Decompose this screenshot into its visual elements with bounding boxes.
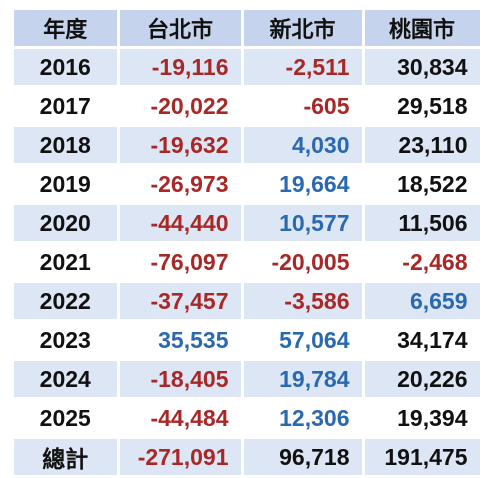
year-cell: 2025 [14,398,120,439]
table-row: 2021 -76,097 -20,005 -2,468 [14,242,483,283]
taipei-value-cell: -37,457 [118,281,244,322]
table-row: 2022 -37,457 -3,586 6,659 [14,281,483,322]
table-row: 2016 -19,116 -2,511 30,834 [14,47,483,88]
table-row: 2020 -44,440 10,577 11,506 [14,203,483,244]
header-year: 年度 [14,10,120,49]
new-taipei-value-cell: -3,586 [242,281,365,322]
taipei-value-cell: -19,632 [118,125,244,166]
taoyuan-value-cell: 30,834 [363,47,483,88]
taipei-value-cell: -44,484 [118,398,244,439]
taoyuan-value-cell: 6,659 [363,281,483,322]
taipei-value-cell: -26,973 [118,164,244,205]
year-cell: 2022 [14,281,120,322]
table-row: 2018 -19,632 4,030 23,110 [14,125,483,166]
taipei-value-cell: -76,097 [118,242,244,283]
taoyuan-value-cell: 20,226 [363,359,483,400]
new-taipei-value-cell: 19,784 [242,359,365,400]
taipei-value-cell: -20,022 [118,86,244,127]
year-cell: 2016 [14,47,120,88]
year-cell: 2020 [14,203,120,244]
table-row: 2019 -26,973 19,664 18,522 [14,164,483,205]
new-taipei-value-cell: 10,577 [242,203,365,244]
taipei-value-cell: -19,116 [118,47,244,88]
taipei-value-cell: -271,091 [118,437,244,478]
taoyuan-value-cell: 191,475 [363,437,483,478]
taoyuan-value-cell: 34,174 [363,320,483,361]
taipei-value-cell: -44,440 [118,203,244,244]
header-taipei: 台北市 [118,10,244,49]
year-cell: 2018 [14,125,120,166]
header-new-taipei: 新北市 [242,10,365,49]
table-row: 2023 35,535 57,064 34,174 [14,320,483,361]
taoyuan-value-cell: 18,522 [363,164,483,205]
year-cell: 2024 [14,359,120,400]
header-row: 年度 台北市 新北市 桃園市 [14,10,483,49]
population-change-table: 年度 台北市 新北市 桃園市 2016 -19,116 -2,511 30,834 20… [14,10,483,478]
taoyuan-value-cell: 29,518 [363,86,483,127]
new-taipei-value-cell: 96,718 [242,437,365,478]
new-taipei-value-cell: 19,664 [242,164,365,205]
new-taipei-value-cell: -20,005 [242,242,365,283]
table-row: 2017 -20,022 -605 29,518 [14,86,483,127]
table-row: 2024 -18,405 19,784 20,226 [14,359,483,400]
new-taipei-value-cell: 12,306 [242,398,365,439]
new-taipei-value-cell: -2,511 [242,47,365,88]
year-cell: 總計 [14,437,120,478]
table-row: 總計 -271,091 96,718 191,475 [14,437,483,478]
taipei-value-cell: 35,535 [118,320,244,361]
year-cell: 2019 [14,164,120,205]
new-taipei-value-cell: -605 [242,86,365,127]
header-taoyuan: 桃園市 [363,10,483,49]
taoyuan-value-cell: 23,110 [363,125,483,166]
taoyuan-value-cell: 11,506 [363,203,483,244]
table-row: 2025 -44,484 12,306 19,394 [14,398,483,439]
taipei-value-cell: -18,405 [118,359,244,400]
new-taipei-value-cell: 57,064 [242,320,365,361]
taoyuan-value-cell: 19,394 [363,398,483,439]
year-cell: 2023 [14,320,120,361]
new-taipei-value-cell: 4,030 [242,125,365,166]
year-cell: 2017 [14,86,120,127]
year-cell: 2021 [14,242,120,283]
taoyuan-value-cell: -2,468 [363,242,483,283]
